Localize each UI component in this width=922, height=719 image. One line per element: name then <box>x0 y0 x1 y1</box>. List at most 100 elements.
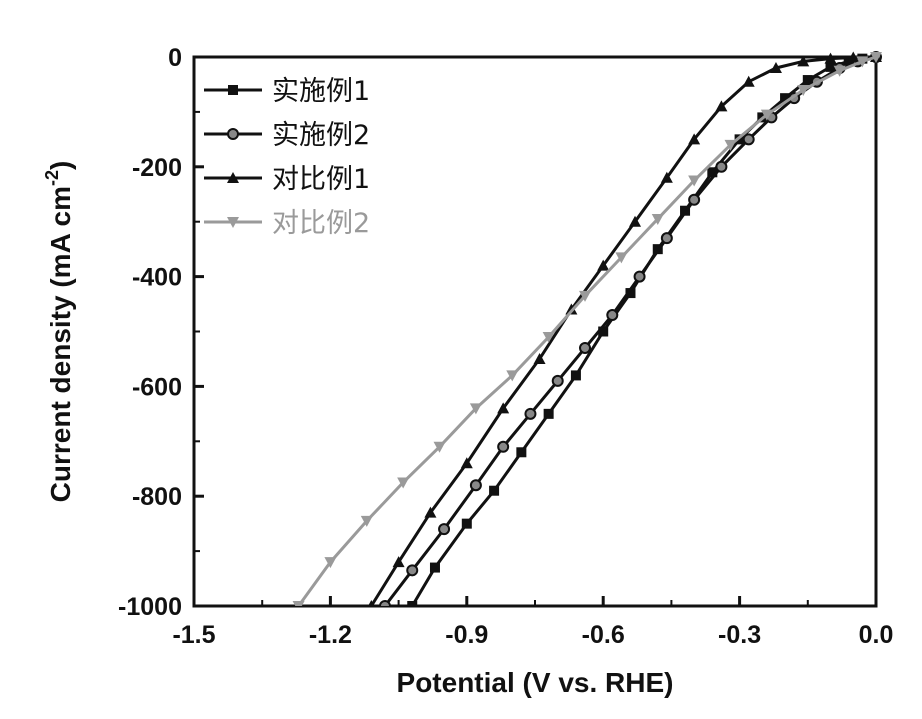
y-axis-title-superscript: -2 <box>42 170 62 186</box>
legend-item: 实施例1 <box>204 76 370 107</box>
circle-marker <box>633 270 646 283</box>
series-line <box>383 55 877 606</box>
series-3 <box>368 51 882 606</box>
square-marker <box>780 93 791 104</box>
square-marker <box>570 370 581 381</box>
x-tick-label: -1.5 <box>172 621 215 649</box>
triangle-up-marker <box>424 506 437 518</box>
triangle-down-marker <box>292 601 305 606</box>
square-marker <box>802 75 813 86</box>
y-axis-title-main: Current density (mA cm <box>45 186 76 502</box>
circle-marker <box>551 374 564 387</box>
triangle-up-marker <box>597 259 610 271</box>
square-marker <box>461 518 472 529</box>
legend: 实施例1 实施例2 对比例1 对比例2 <box>204 76 370 239</box>
x-tick-label: -0.3 <box>718 621 761 649</box>
circle-marker <box>742 133 755 146</box>
triangle-up-marker <box>629 215 642 227</box>
x-tick-label: -0.6 <box>582 621 625 649</box>
triangle-down-marker <box>397 477 410 489</box>
series-2 <box>378 51 882 606</box>
y-axis-title: Current density (mA cm-2) <box>42 161 76 503</box>
circle-marker <box>406 564 419 577</box>
y-tick-label: -200 <box>132 154 182 182</box>
series-line <box>410 55 877 606</box>
triangle-down-marker <box>227 217 239 228</box>
triangle-up-marker <box>227 172 239 183</box>
triangle-down-marker <box>324 557 337 569</box>
triangle-down-marker <box>760 109 773 121</box>
ticks-layer: -1.5 -1.2 -0.9 -0.6 -0.3 0.0 0 -200 -400 -600 -800… <box>118 44 893 649</box>
triangle-up-marker <box>497 402 510 414</box>
circle-marker <box>606 309 619 322</box>
triangle-up-marker <box>368 600 375 606</box>
circle-marker <box>579 341 592 354</box>
circle-marker <box>688 193 701 206</box>
triangle-down-marker <box>469 403 482 415</box>
triangle-down-marker <box>856 56 869 68</box>
square-marker <box>228 85 238 95</box>
triangle-up-marker <box>824 52 837 64</box>
triangle-down-marker <box>433 441 446 453</box>
circle-marker <box>438 523 451 536</box>
legend-label: 实施例1 <box>272 76 370 107</box>
triangle-down-marker <box>360 515 373 527</box>
triangle-down-marker <box>615 252 628 264</box>
triangle-down-marker <box>797 84 810 96</box>
triangle-down-marker <box>506 370 519 382</box>
circle-marker <box>497 440 510 453</box>
legend-item: 对比例2 <box>204 208 370 239</box>
square-marker <box>734 134 745 145</box>
circle-marker <box>524 407 537 420</box>
square-marker <box>598 326 609 337</box>
legend-label: 对比例2 <box>272 208 370 239</box>
square-marker <box>489 485 500 496</box>
legend-item: 对比例1 <box>204 164 370 195</box>
legend-item: 实施例2 <box>204 120 370 151</box>
triangle-down-marker <box>724 139 737 151</box>
triangle-up-marker <box>533 352 546 364</box>
circle-marker <box>227 128 239 140</box>
x-tick-label: -1.2 <box>309 621 352 649</box>
series-line <box>297 55 877 606</box>
triangle-up-marker <box>847 51 860 63</box>
triangle-down-marker <box>651 213 664 225</box>
x-axis-title: Potential (V vs. RHE) <box>397 667 674 698</box>
y-tick-label: 0 <box>168 44 182 72</box>
triangle-up-marker <box>460 457 473 469</box>
x-tick-label: -0.9 <box>445 621 488 649</box>
triangle-down-marker <box>833 65 846 77</box>
y-tick-label: -400 <box>132 264 182 292</box>
circle-marker <box>469 479 482 492</box>
square-marker <box>407 601 418 606</box>
triangle-down-marker <box>542 331 555 343</box>
legend-label: 对比例1 <box>272 164 370 195</box>
y-axis-title-end: ) <box>45 161 76 170</box>
legend-label: 实施例2 <box>272 120 370 151</box>
square-marker <box>516 447 527 458</box>
y-tick-label: -800 <box>132 483 182 511</box>
circle-marker <box>715 160 728 173</box>
square-marker <box>429 562 440 573</box>
triangle-down-marker <box>579 290 592 302</box>
series-line <box>370 55 877 606</box>
square-marker <box>543 408 554 419</box>
triangle-up-marker <box>742 75 755 87</box>
square-marker <box>625 288 636 299</box>
x-tick-label: 0.0 <box>859 621 894 649</box>
square-marker <box>707 167 718 178</box>
circle-marker <box>378 600 391 606</box>
series-1 <box>407 52 881 606</box>
y-tick-label: -600 <box>132 373 182 401</box>
triangle-up-marker <box>392 556 405 568</box>
triangle-up-marker <box>715 100 728 112</box>
y-tick-label: -1000 <box>118 593 182 621</box>
triangle-down-marker <box>688 175 701 187</box>
circle-marker <box>660 232 673 245</box>
series-4 <box>292 52 882 606</box>
triangle-up-marker <box>688 133 701 145</box>
series-layer <box>292 51 882 606</box>
triangle-up-marker <box>797 55 810 67</box>
triangle-down-marker <box>870 52 882 63</box>
